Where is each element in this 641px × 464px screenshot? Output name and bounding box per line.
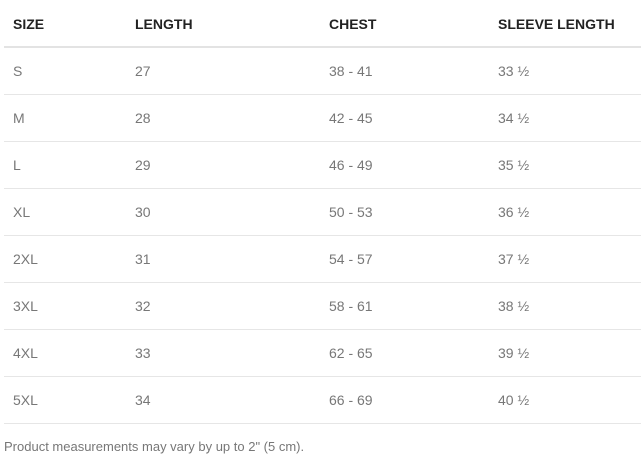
- column-header: CHEST: [329, 0, 498, 48]
- table-cell: 35 ½: [498, 141, 641, 189]
- table-cell: 54 - 57: [329, 235, 498, 283]
- table-cell: XL: [4, 188, 135, 236]
- column-header: SIZE: [4, 0, 135, 48]
- table-row: 4XL 33 62 - 65 39 ½: [4, 329, 641, 377]
- table-cell: S: [4, 47, 135, 95]
- table-row: L 29 46 - 49 35 ½: [4, 141, 641, 189]
- table-cell: M: [4, 94, 135, 142]
- table-cell: 30: [135, 188, 329, 236]
- table-cell: 31: [135, 235, 329, 283]
- table-cell: L: [4, 141, 135, 189]
- table-cell: 33: [135, 329, 329, 377]
- table-cell: 29: [135, 141, 329, 189]
- table-row: 3XL 32 58 - 61 38 ½: [4, 282, 641, 330]
- table-cell: 27: [135, 47, 329, 95]
- table-cell: 34: [135, 376, 329, 424]
- header-row: SIZE LENGTH CHEST SLEEVE LENGTH: [4, 0, 641, 48]
- table-cell: 39 ½: [498, 329, 641, 377]
- size-chart-table: SIZE LENGTH CHEST SLEEVE LENGTH S 27 38 - 41 3…: [4, 0, 641, 424]
- footnote: Product measurements may vary by up to 2…: [4, 439, 305, 454]
- table-cell: 66 - 69: [329, 376, 498, 424]
- table-cell: 2XL: [4, 235, 135, 283]
- table-row: S 27 38 - 41 33 ½: [4, 47, 641, 95]
- table-cell: 33 ½: [498, 47, 641, 95]
- column-header: SLEEVE LENGTH: [498, 0, 641, 48]
- table-cell: 38 - 41: [329, 47, 498, 95]
- column-header: LENGTH: [135, 0, 329, 48]
- table-cell: 34 ½: [498, 94, 641, 142]
- table-cell: 28: [135, 94, 329, 142]
- table-cell: 36 ½: [498, 188, 641, 236]
- table-cell: 62 - 65: [329, 329, 498, 377]
- table-row: 5XL 34 66 - 69 40 ½: [4, 376, 641, 424]
- table-row: XL 30 50 - 53 36 ½: [4, 188, 641, 236]
- table-cell: 3XL: [4, 282, 135, 330]
- table-cell: 4XL: [4, 329, 135, 377]
- table-row: 2XL 31 54 - 57 37 ½: [4, 235, 641, 283]
- table-cell: 32: [135, 282, 329, 330]
- table-cell: 38 ½: [498, 282, 641, 330]
- table-cell: 50 - 53: [329, 188, 498, 236]
- table-row: M 28 42 - 45 34 ½: [4, 94, 641, 142]
- table-cell: 46 - 49: [329, 141, 498, 189]
- table-cell: 37 ½: [498, 235, 641, 283]
- table-cell: 42 - 45: [329, 94, 498, 142]
- table-cell: 40 ½: [498, 376, 641, 424]
- table-cell: 5XL: [4, 376, 135, 424]
- table-cell: 58 - 61: [329, 282, 498, 330]
